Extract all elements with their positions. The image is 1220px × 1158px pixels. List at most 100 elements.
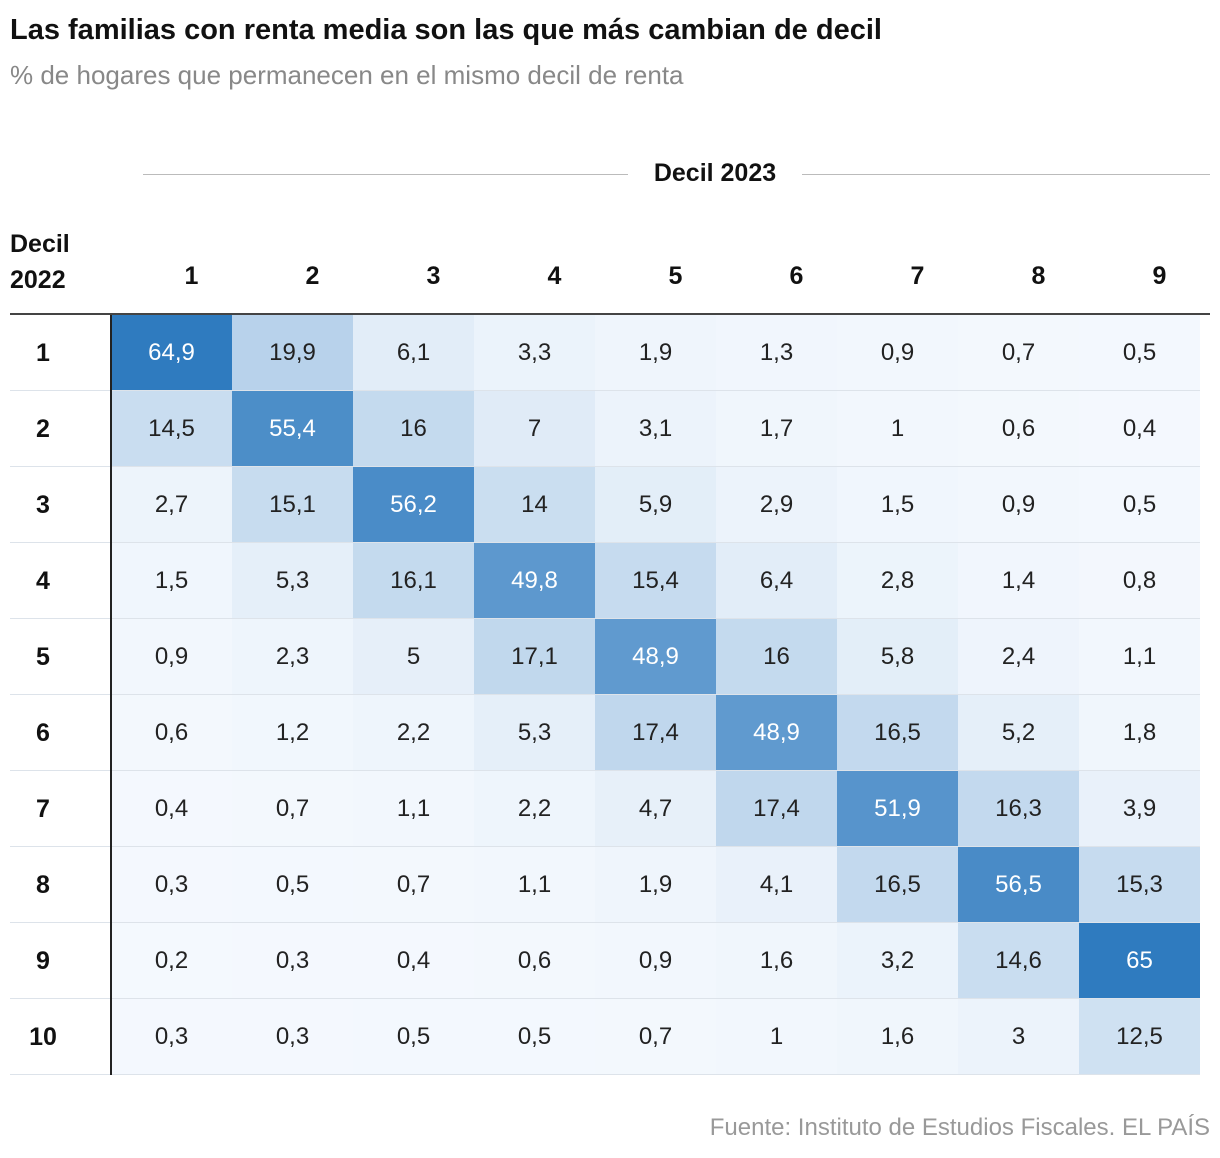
- heat-cell: [595, 695, 716, 771]
- heat-cell: [232, 999, 353, 1075]
- cell-label: 12,5: [1116, 1023, 1163, 1050]
- heat-cell: [111, 771, 232, 847]
- heat-cell: [474, 771, 595, 847]
- cell-label: 16: [400, 415, 427, 442]
- heat-cell: [595, 315, 716, 391]
- x-tick-label: 9: [1152, 262, 1167, 290]
- source: Fuente: Instituto de Estudios Fiscales. …: [709, 1114, 1210, 1141]
- heat-cell: [837, 771, 958, 847]
- cell-label: 56,5: [995, 871, 1042, 898]
- y-tick-label: 6: [36, 719, 50, 747]
- cell-label: 6,4: [759, 567, 794, 594]
- cell-label: 1,7: [759, 415, 794, 442]
- cell-label: 0,3: [275, 947, 310, 974]
- heat-cell: [111, 391, 232, 467]
- cell-label: 0,5: [1122, 491, 1157, 518]
- cell-label: 0,9: [154, 643, 189, 670]
- cell-label: 0,7: [275, 795, 310, 822]
- cell-label: 1,5: [154, 567, 189, 594]
- heat-cell: [353, 923, 474, 999]
- cell-label: 5,8: [880, 643, 915, 670]
- heat-cell: [353, 695, 474, 771]
- cell-label: 64,9: [148, 339, 195, 366]
- cell-label: 0,8: [1122, 567, 1157, 594]
- heat-cell: [958, 923, 1079, 999]
- cell-label: 3,2: [880, 947, 915, 974]
- cell-label: 1: [890, 415, 905, 442]
- cell-label: 16,5: [874, 871, 921, 898]
- y-axis-line: [110, 315, 112, 1075]
- heat-cell: [474, 695, 595, 771]
- cell-label: 16,3: [995, 795, 1042, 822]
- cell-label: 5,3: [275, 567, 310, 594]
- heat-cell: [1079, 391, 1200, 467]
- cell-label: 2,9: [759, 491, 794, 518]
- cell-label: 14,6: [995, 947, 1042, 974]
- heat-cell: [474, 543, 595, 619]
- cell-label: 2,2: [517, 795, 552, 822]
- heat-cell: [353, 543, 474, 619]
- heat-cell: [232, 695, 353, 771]
- heat-cell: [595, 771, 716, 847]
- heat-cell: [958, 391, 1079, 467]
- cell-label: 2,8: [880, 567, 915, 594]
- heat-cell: [837, 999, 958, 1075]
- y-tick-label: 7: [36, 795, 50, 823]
- heat-cell: [1079, 315, 1200, 391]
- heat-cell: [595, 619, 716, 695]
- cell-label: 65: [1126, 947, 1153, 974]
- heat-cell: [958, 315, 1079, 391]
- cell-label: 5,3: [517, 719, 552, 746]
- heat-cell: [716, 999, 837, 1075]
- y-tick-label: 8: [36, 871, 50, 899]
- heat-cell: [837, 619, 958, 695]
- heat-cell: [474, 467, 595, 543]
- heat-cell: [232, 923, 353, 999]
- row-rule: [10, 694, 111, 695]
- cell-label: 6,1: [396, 339, 431, 366]
- row-rule: [10, 466, 111, 467]
- cell-label: 17,4: [632, 719, 679, 746]
- row-rule: [10, 390, 111, 391]
- heat-cell: [1079, 619, 1200, 695]
- heat-cell: [111, 847, 232, 923]
- heat-cell: [111, 619, 232, 695]
- heat-cell: [232, 543, 353, 619]
- cell-label: 5: [406, 643, 421, 670]
- heat-cell: [595, 847, 716, 923]
- x-tick-label: 6: [789, 262, 804, 290]
- x-tick-label: 8: [1031, 262, 1046, 290]
- heat-cell: [1079, 923, 1200, 999]
- y-tick-label: 4: [36, 567, 50, 595]
- cell-label: 1,1: [517, 871, 552, 898]
- heat-cell: [958, 543, 1079, 619]
- chart-subtitle: % de hogares que permanecen en el mismo …: [10, 60, 684, 90]
- x-tick-label: 4: [547, 262, 562, 290]
- heat-cell: [716, 315, 837, 391]
- heat-cell: [111, 999, 232, 1075]
- cell-label: 1,4: [1001, 567, 1036, 594]
- y-tick-label: 9: [36, 947, 50, 975]
- cell-label: 2,4: [1001, 643, 1036, 670]
- row-rule: [10, 770, 111, 771]
- cell-label: 1,1: [1122, 643, 1157, 670]
- cell-label: 3,1: [638, 415, 673, 442]
- y-axis-title: Decil 2022: [10, 230, 70, 294]
- heat-cell: [595, 543, 716, 619]
- top-rule: [10, 313, 1210, 315]
- heat-cell: [232, 467, 353, 543]
- x-tick-label: 3: [426, 262, 441, 290]
- cell-label: 0,7: [1001, 339, 1036, 366]
- chart-title: Las familias con renta media son las que…: [10, 14, 882, 46]
- heat-cell: [1079, 847, 1200, 923]
- cell-label: 55,4: [269, 415, 316, 442]
- heat-cell: [837, 467, 958, 543]
- heat-cell: [353, 467, 474, 543]
- cell-label: 5,9: [638, 491, 673, 518]
- heat-cell: [595, 391, 716, 467]
- cell-label: 0,3: [275, 1023, 310, 1050]
- cell-label: 15,1: [269, 491, 316, 518]
- cell-label: 2,7: [154, 491, 189, 518]
- cell-label: 0,9: [638, 947, 673, 974]
- cell-label: 0,7: [396, 871, 431, 898]
